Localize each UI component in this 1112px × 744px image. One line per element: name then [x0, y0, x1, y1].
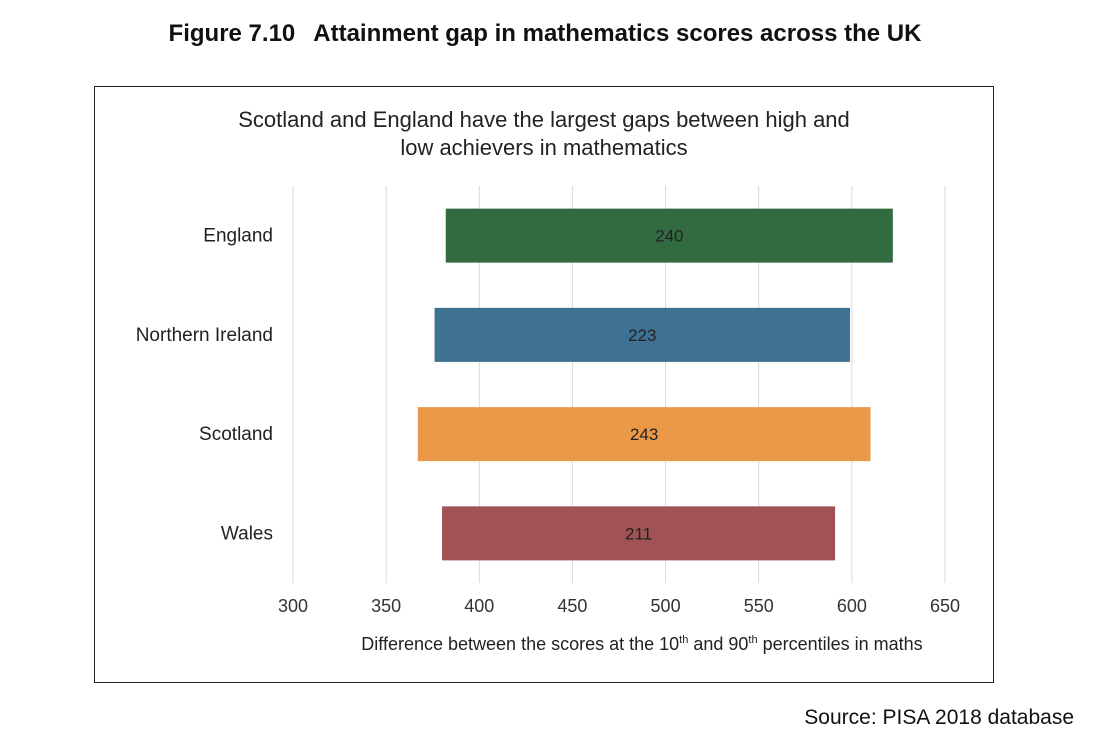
x-axis-label-part: and 90 [688, 634, 748, 654]
y-category-label: Northern Ireland [136, 325, 273, 346]
bar [442, 506, 836, 561]
y-category-label: England [203, 226, 273, 247]
bar-value-label: 211 [625, 524, 652, 543]
bar-value-label: 243 [630, 425, 658, 444]
chart-title-line-2: low achievers in mathematics [400, 135, 688, 160]
figure-title: Figure 7.10 Attainment gap in mathematics… [0, 20, 1090, 48]
x-axis-label-part: Difference between the scores at the 10 [361, 634, 679, 654]
bar [445, 208, 893, 263]
x-axis-label-part: percentiles in maths [758, 634, 923, 654]
x-tick-label: 650 [930, 596, 960, 616]
x-axis-label-superscript: th [679, 634, 688, 646]
bar [434, 307, 850, 362]
x-tick-label: 300 [278, 596, 308, 616]
bar [417, 407, 871, 462]
x-tick-label: 450 [557, 596, 587, 616]
source-note: Source: PISA 2018 database [804, 706, 1074, 729]
bar-value-label: 223 [628, 326, 656, 345]
x-tick-label: 400 [464, 596, 494, 616]
x-tick-label: 550 [744, 596, 774, 616]
figure-title-text: Attainment gap in mathematics scores acr… [313, 20, 922, 47]
y-category-label: Scotland [199, 424, 273, 445]
y-category-label: Wales [221, 523, 273, 544]
x-tick-label: 600 [837, 596, 867, 616]
figure-number: Figure 7.10 [168, 20, 296, 47]
x-axis-label-superscript: th [748, 634, 757, 646]
bar-value-label: 240 [655, 227, 683, 246]
chart-frame [94, 86, 994, 683]
chart-title: Scotland and England have the largest ga… [94, 106, 994, 162]
x-axis-label: Difference between the scores at the 10t… [361, 634, 922, 654]
x-tick-label: 500 [651, 596, 681, 616]
chart-title-line-1: Scotland and England have the largest ga… [238, 107, 850, 132]
x-tick-label: 350 [371, 596, 401, 616]
